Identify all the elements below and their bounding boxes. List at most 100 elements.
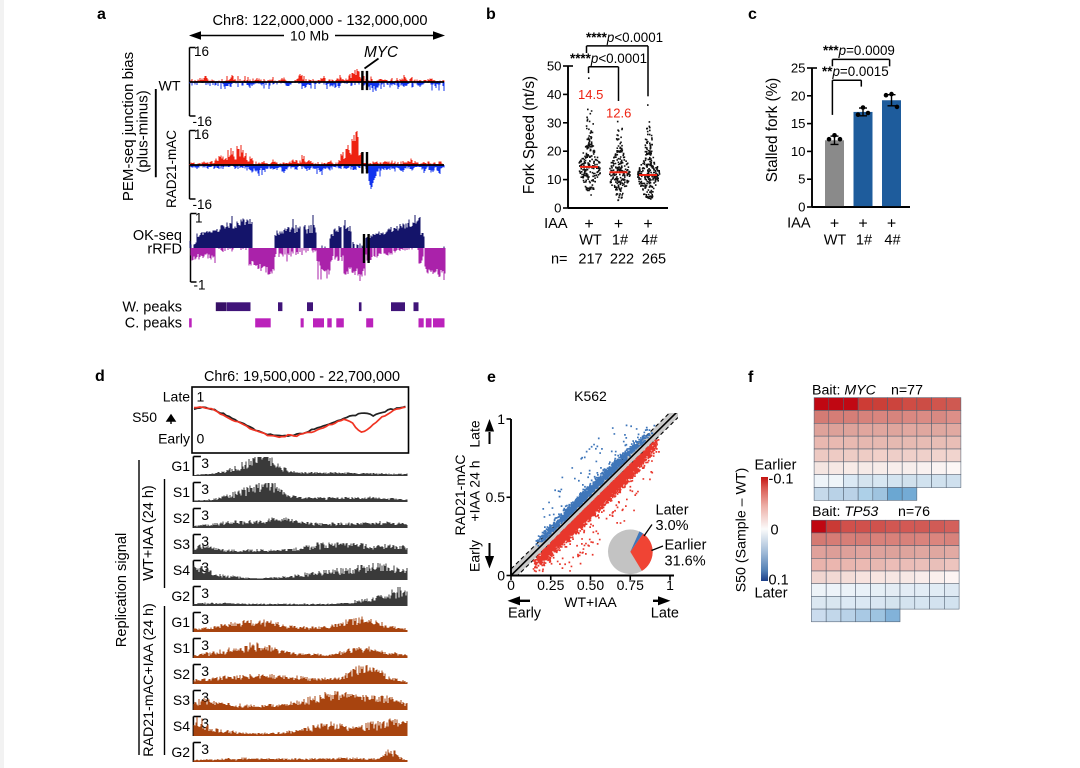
svg-text:3: 3 xyxy=(201,611,209,627)
svg-text:G1: G1 xyxy=(171,458,190,474)
svg-text:+: + xyxy=(830,216,839,233)
svg-text:3: 3 xyxy=(201,741,209,757)
svg-text:G2: G2 xyxy=(171,588,190,604)
svg-text:+: + xyxy=(887,216,896,233)
svg-text:+: + xyxy=(643,216,652,233)
svg-text:1: 1 xyxy=(497,411,505,427)
svg-text:0.25: 0.25 xyxy=(537,577,564,593)
svg-text:a: a xyxy=(97,6,106,23)
svg-text:WT: WT xyxy=(158,79,180,95)
svg-text:30: 30 xyxy=(547,115,562,130)
svg-text:RAD21-mAC: RAD21-mAC xyxy=(164,130,179,208)
svg-text:+: + xyxy=(858,216,867,233)
svg-text:G1: G1 xyxy=(171,614,190,630)
svg-text:222: 222 xyxy=(610,252,634,268)
svg-text:b: b xyxy=(486,6,496,23)
svg-text:0: 0 xyxy=(497,567,505,583)
svg-text:**p=0.0015: **p=0.0015 xyxy=(822,64,889,79)
svg-text:10: 10 xyxy=(791,144,806,159)
svg-text:G2: G2 xyxy=(171,744,190,760)
svg-text:Later: Later xyxy=(755,586,788,602)
svg-text:Later: Later xyxy=(656,503,689,519)
svg-text:-1: -1 xyxy=(194,278,206,293)
svg-text:15: 15 xyxy=(791,116,806,131)
svg-text:C. peaks: C. peaks xyxy=(125,316,182,332)
svg-text:25: 25 xyxy=(791,61,806,76)
svg-text:0.75: 0.75 xyxy=(617,577,644,593)
svg-text:10 Mb: 10 Mb xyxy=(290,28,329,44)
svg-text:0: 0 xyxy=(798,200,805,215)
svg-text:S4: S4 xyxy=(173,562,190,578)
svg-text:3: 3 xyxy=(201,663,209,679)
svg-text:Chr8: 122,000,000 - 132,000,00: Chr8: 122,000,000 - 132,000,000 xyxy=(212,13,427,29)
svg-text:RAD21-mAC+IAA (24 h): RAD21-mAC+IAA (24 h) xyxy=(141,603,157,756)
svg-text:K562: K562 xyxy=(574,388,607,404)
svg-text:1#: 1# xyxy=(856,233,872,249)
svg-text:0.1: 0.1 xyxy=(769,573,789,589)
svg-text:S2: S2 xyxy=(173,510,190,526)
svg-text:265: 265 xyxy=(642,252,666,268)
svg-text:0: 0 xyxy=(507,577,515,593)
svg-text:rRFD: rRFD xyxy=(147,242,182,258)
svg-text:S4: S4 xyxy=(173,718,190,734)
svg-text:PEM-seq junction bias: PEM-seq junction bias xyxy=(120,52,137,201)
svg-text:+: + xyxy=(584,216,593,233)
svg-text:WT+IAA (24 h): WT+IAA (24 h) xyxy=(141,485,157,581)
svg-text:3: 3 xyxy=(201,507,209,523)
svg-text:IAA: IAA xyxy=(544,216,568,232)
svg-text:1: 1 xyxy=(197,389,205,405)
svg-text:Early: Early xyxy=(508,606,542,622)
svg-text:217: 217 xyxy=(578,252,602,268)
svg-text:40: 40 xyxy=(547,87,562,102)
svg-text:S3: S3 xyxy=(173,536,190,552)
svg-text:3: 3 xyxy=(201,559,209,575)
svg-text:0: 0 xyxy=(771,523,779,539)
svg-text:20: 20 xyxy=(791,88,806,103)
svg-text:16: 16 xyxy=(194,127,209,142)
svg-text:MYC: MYC xyxy=(364,44,399,61)
svg-text:c: c xyxy=(748,6,757,23)
svg-text:IAA: IAA xyxy=(787,216,811,232)
svg-text:16: 16 xyxy=(194,44,209,59)
svg-text:3: 3 xyxy=(201,481,209,497)
svg-text:0.5: 0.5 xyxy=(486,489,506,505)
svg-text:3: 3 xyxy=(201,689,209,705)
svg-text:***p=0.0009: ***p=0.0009 xyxy=(823,43,895,58)
svg-text:e: e xyxy=(487,369,496,386)
svg-text:-0.1: -0.1 xyxy=(769,472,794,488)
svg-text:Earlier: Earlier xyxy=(755,458,797,474)
svg-text:Earlier: Earlier xyxy=(665,538,707,554)
svg-text:Early: Early xyxy=(467,540,483,572)
svg-text:12.6: 12.6 xyxy=(606,106,631,121)
svg-text:20: 20 xyxy=(547,144,562,159)
svg-text:S50 (Sample – WT): S50 (Sample – WT) xyxy=(734,468,750,593)
svg-text:d: d xyxy=(95,368,105,385)
svg-text:-16: -16 xyxy=(193,114,213,129)
svg-text:Stalled fork (%): Stalled fork (%) xyxy=(764,78,781,183)
svg-text:S2: S2 xyxy=(173,666,190,682)
svg-text:4#: 4# xyxy=(641,233,657,249)
svg-text:-16: -16 xyxy=(193,197,213,212)
svg-text:S3: S3 xyxy=(173,692,190,708)
svg-text:4#: 4# xyxy=(884,233,900,249)
svg-text:3: 3 xyxy=(201,585,209,601)
svg-text:f: f xyxy=(748,369,754,386)
svg-text:Late: Late xyxy=(467,420,483,447)
svg-text:Late: Late xyxy=(163,389,190,405)
svg-text:S1: S1 xyxy=(173,640,190,656)
svg-text:S1: S1 xyxy=(173,484,190,500)
svg-text:Late: Late xyxy=(651,606,679,622)
svg-text:WT+IAA: WT+IAA xyxy=(564,594,617,610)
svg-text:0: 0 xyxy=(554,201,561,216)
svg-text:1#: 1# xyxy=(612,233,628,249)
svg-text:31.6%: 31.6% xyxy=(665,554,706,570)
svg-text:3: 3 xyxy=(201,455,209,471)
svg-text:Replication signal: Replication signal xyxy=(114,533,130,647)
svg-text:Early: Early xyxy=(158,431,190,447)
svg-text:+: + xyxy=(614,216,623,233)
svg-text:0.50: 0.50 xyxy=(577,577,604,593)
svg-text:1: 1 xyxy=(666,577,674,593)
svg-text:WT: WT xyxy=(824,233,847,249)
svg-text:3: 3 xyxy=(201,533,209,549)
